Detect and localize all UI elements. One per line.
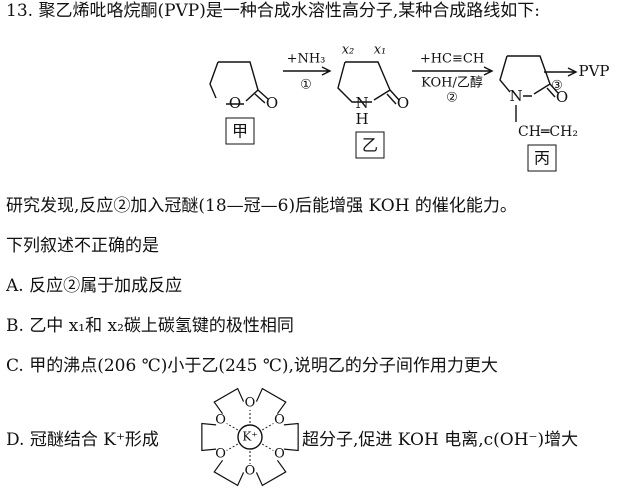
carbonyl [533,83,559,98]
arrow [412,66,494,76]
ring [499,55,551,97]
option-text: 甲的沸点(206 ℃)小于乙(245 ℃),说明乙的分子间作用力更大 [29,356,498,376]
atom: O [274,447,285,462]
product: PVP [578,62,609,80]
ion-circle [237,424,263,450]
ion-label: K⁺ [242,430,257,444]
option: D. 冠醚结合 K⁺形成 [6,429,159,451]
carbonyl [245,89,269,104]
option-letter: A. [6,276,24,296]
arrow [283,66,332,76]
ring-bond [255,387,287,415]
ring-bond [255,459,287,487]
atom: CH═CH₂ [518,124,578,140]
atom: O [245,396,256,411]
option-text: 反应②属于加成反应 [29,276,183,296]
atom: N [509,87,522,105]
ring [209,61,259,105]
option-letter: D. [6,430,25,450]
option-text: 超分子,促进 KOH 电离,c(OH⁻)增大 [302,430,579,450]
ring-bond [213,459,245,487]
atom: O [215,413,226,428]
coordination-bond [261,423,274,431]
reagent: +NH₃ [287,52,326,67]
label-box [355,131,385,159]
option: A. 反应②属于加成反应 [6,275,182,297]
label-box [527,144,557,172]
question-stem: 聚乙烯吡咯烷酮(PVP)是一种合成水溶性高分子,某种合成路线如下: [38,1,541,21]
atom: O [229,94,241,112]
atom: O [245,464,256,479]
coordination-bond [226,443,239,451]
finding: 研究发现,反应②加入冠醚(18—冠—6)后能增强 KOH 的催化能力。 [6,196,517,216]
question-number: 13. [6,1,34,21]
atom: H [355,110,368,128]
ring-bond [201,422,217,452]
option: B. 乙中 x₁和 x₂碳上碳氢键的极性相同 [6,315,294,337]
reagent: +HC≡CH [420,52,484,67]
option-letter: C. [6,356,24,376]
ring-bond [283,422,299,452]
ring [337,61,391,103]
atom: x₂ [342,43,355,58]
atom: O [397,94,409,112]
coordination-bond [226,423,239,431]
arrow [544,67,578,77]
compound-label: 乙 [362,136,378,155]
crown-ether: O O O O O O K⁺ [201,387,299,487]
question-line: 13. 聚乙烯吡咯烷酮(PVP)是一种合成水溶性高分子,某种合成路线如下: [6,0,540,22]
step-number: ② [446,91,458,106]
option-letter: B. [6,316,24,336]
atom: O [266,94,278,112]
ring-bond [213,387,245,415]
option-text: 乙中 x₁和 x₂碳上碳氢键的极性相同 [29,316,294,336]
compound-label: 丙 [534,149,550,168]
step-number: ① [300,78,312,93]
label-box [225,117,255,145]
atom: O [215,447,226,462]
condition: KOH/乙醇 [421,75,483,91]
carbonyl [373,89,400,105]
option-text: 冠醚结合 K⁺形成 [29,430,159,450]
atom: O [556,88,568,106]
coordination-bond [261,443,274,451]
atom: x₁ [374,43,387,58]
option: C. 甲的沸点(206 ℃)小于乙(245 ℃),说明乙的分子间作用力更大 [6,355,498,377]
atom: O [274,413,285,428]
compound-label: 甲 [232,122,248,141]
step-number: ③ [551,79,563,94]
prompt: 下列叙述不正确的是 [6,236,159,256]
atom: N [355,94,368,112]
